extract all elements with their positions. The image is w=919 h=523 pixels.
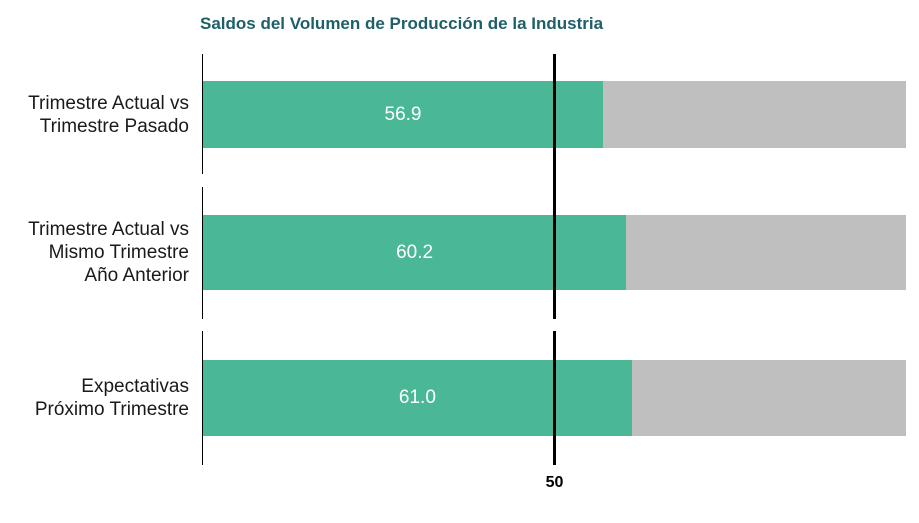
bar-value-label: 61.0 [398,387,436,408]
bar [203,360,632,436]
bar [203,81,603,148]
axis-segment [202,331,203,465]
bar-value-label: 56.9 [384,103,422,125]
chart-title: Saldos del Volumen de Producción de la I… [200,14,604,33]
bar-value-label: 60.2 [396,241,434,263]
reference-label: 50 [545,474,564,491]
category-label: Expectativas Próximo Trimestre [34,376,189,420]
category-label: Trimestre Actual vs Mismo Trimestre Año … [28,219,189,286]
reference-line [553,331,556,465]
reference-line [553,54,556,319]
axis-segment [202,54,203,174]
category-label: Trimestre Actual vs Trimestre Pasado [28,92,189,137]
axis-segment [202,187,203,319]
